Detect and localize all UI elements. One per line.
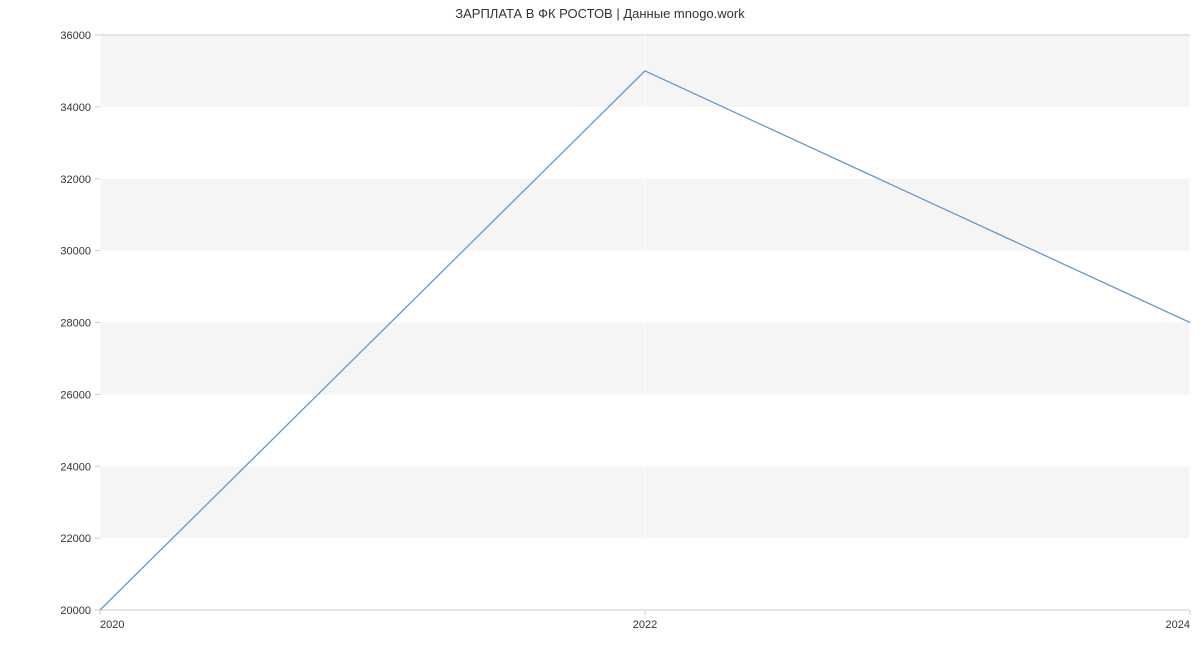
y-tick-label: 30000 xyxy=(60,246,91,258)
y-tick-label: 22000 xyxy=(60,533,91,545)
x-tick-label: 2022 xyxy=(633,619,657,631)
y-tick-label: 28000 xyxy=(60,318,91,330)
x-tick-label: 2020 xyxy=(100,619,124,631)
y-tick-label: 32000 xyxy=(60,174,91,186)
y-tick-label: 34000 xyxy=(60,102,91,114)
y-tick-label: 36000 xyxy=(60,30,91,42)
y-tick-label: 20000 xyxy=(60,605,91,617)
y-tick-label: 26000 xyxy=(60,389,91,401)
chart-svg: 20000 22000 24000 26000 28000 30000 32000 34000… xyxy=(0,0,1200,650)
y-tick-label: 24000 xyxy=(60,461,91,473)
x-tick-label: 2024 xyxy=(1166,619,1190,631)
chart-container: ЗАРПЛАТА В ФК РОСТОВ | Данные mnogo.work… xyxy=(0,0,1200,650)
